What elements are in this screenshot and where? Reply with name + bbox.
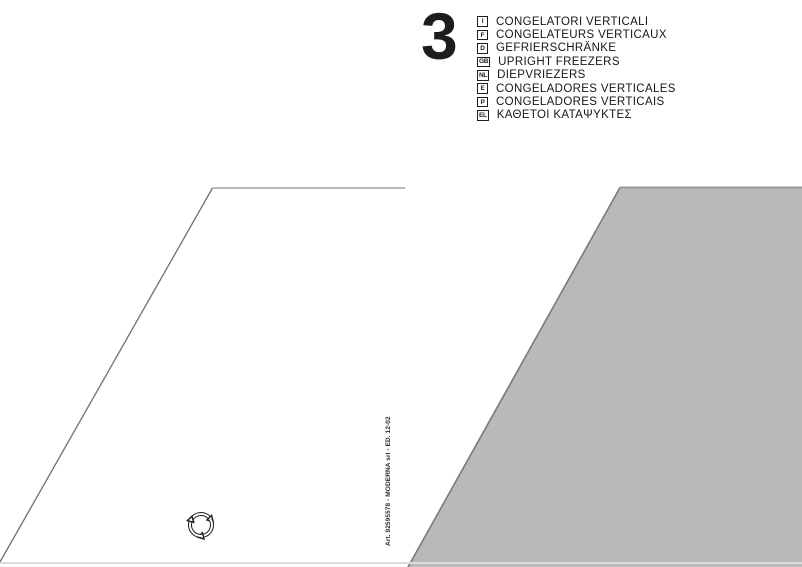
language-title-row: D GEFRIERSCHRÄNKE [477,42,676,55]
white-sheet-diagonal-edge [0,187,214,563]
language-code-badge: E [477,83,488,94]
imprint-vertical-text: Art. 92595578 - MODERNA srl - ED. 12-02 [385,416,392,546]
language-title-row: E CONGELADORES VERTICALES [477,82,676,95]
language-code-badge: P [477,96,488,108]
language-code-badge: GB [477,56,491,68]
gray-sheet-shape [408,187,802,567]
recycling-icon [182,512,218,544]
language-title: CONGELATORI VERTICALI [496,15,649,28]
language-title-row: EL ΚΑΘΕΤΟΙ ΚΑΤΑΨΥΚΤΕΣ [477,109,676,122]
language-title-row: P CONGELADORES VERTICAIS [477,95,676,108]
language-code-badge: NL [477,70,490,81]
language-code-badge: EL [477,110,489,121]
gray-sheet-diagonal-edge [407,187,621,567]
language-title: CONGELATEURS VERTICAUX [496,29,667,42]
language-title: CONGELADORES VERTICALES [496,82,676,95]
language-title: GEFRIERSCHRÄNKE [496,42,617,55]
language-title: UPRIGHT FREEZERS [498,55,620,68]
language-title-row: NL DIEPVRIEZERS [477,69,676,82]
language-code-badge: F [477,29,488,41]
language-title: ΚΑΘΕΤΟΙ ΚΑΤΑΨΥΚΤΕΣ [496,109,632,122]
language-title: DIEPVRIEZERS [497,69,586,82]
language-title-row: F CONGELATEURS VERTICAUX [477,28,676,41]
language-title-row: I CONGELATORI VERTICALI [477,15,676,28]
language-title-list: I CONGELATORI VERTICALI F CONGELATEURS V… [477,15,676,122]
language-code-badge: I [477,16,488,27]
section-number: 3 [421,0,458,73]
language-title-row: GB UPRIGHT FREEZERS [477,55,676,68]
language-title: CONGELADORES VERTICAIS [496,96,665,109]
language-code-badge: D [477,43,488,54]
